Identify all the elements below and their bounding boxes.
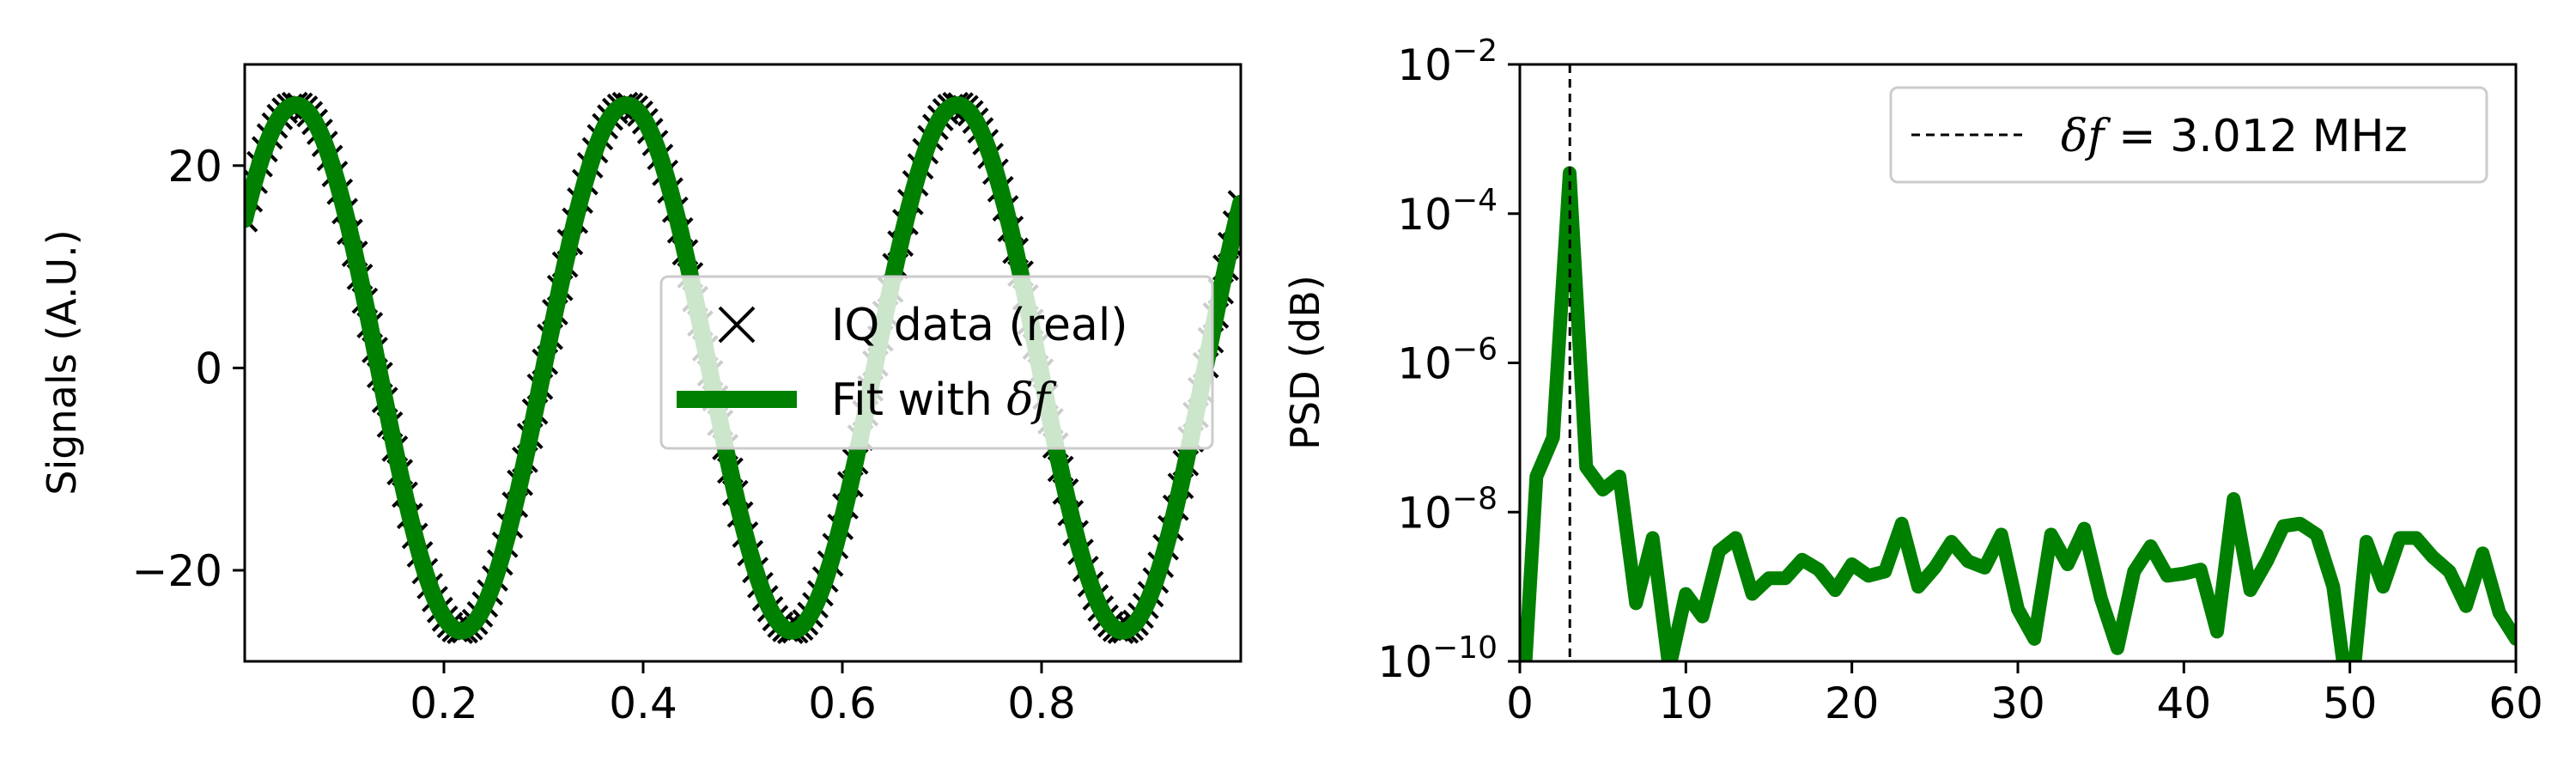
x-tick-label: 0.2 <box>410 679 478 728</box>
legend-label-delta-f: δf = 3.012 MHz <box>2061 111 2408 162</box>
y-tick-label: 10−4 <box>1397 183 1498 240</box>
y-tick-label: 20 <box>167 142 222 192</box>
x-tick-label: 0.6 <box>808 679 877 728</box>
y-tick-label: 10−2 <box>1397 33 1498 90</box>
chart-2-x-ticks: 0 10 20 30 40 50 60 <box>1506 661 2543 728</box>
y-tick-label: 0 <box>195 344 222 393</box>
x-tick-label: 60 <box>2488 679 2543 728</box>
chart-2-y-axis-label: PSD (dB) <box>1282 275 1328 450</box>
x-tick-label: 0.8 <box>1007 679 1076 728</box>
chart-2-legend: δf = 3.012 MHz <box>1889 86 2488 184</box>
chart-1-x-ticks: 0.2 0.4 0.6 0.8 <box>410 661 1076 728</box>
chart-1-y-axis-label: Signals (A.U.) <box>39 229 85 495</box>
chart-1: 0.2 0.4 0.6 0.8 −20 0 20 Signals (A.U.) IQ da… <box>39 63 1242 728</box>
y-tick-label: −20 <box>131 546 222 596</box>
x-tick-label: 50 <box>2323 679 2378 728</box>
psd-line <box>1520 166 2516 661</box>
chart-1-legend-box <box>659 275 1214 450</box>
x-tick-label: 20 <box>1825 679 1880 728</box>
fit-line <box>245 96 1241 640</box>
legend-marker-x-icon <box>718 306 756 344</box>
chart-1-frame <box>243 63 1242 663</box>
chart-2-plot-area <box>1520 166 2516 661</box>
chart-2: 0 10 20 30 40 50 60 10−10 10−8 10−6 10−4 10−2 PSD … <box>1282 33 2543 728</box>
y-tick-label: 10−10 <box>1377 630 1498 687</box>
x-tick-label: 0 <box>1506 679 1534 728</box>
x-tick-label: 40 <box>2157 679 2212 728</box>
chart-2-frame <box>1518 63 2518 663</box>
y-tick-label: 10−8 <box>1397 481 1498 538</box>
y-tick-label: 10−6 <box>1397 332 1498 389</box>
chart-1-legend: IQ data (real) Fit with δf <box>659 275 1214 450</box>
x-tick-label: 0.4 <box>609 679 677 728</box>
chart-1-y-ticks: −20 0 20 <box>131 142 245 596</box>
chart-2-legend-box <box>1889 86 2488 184</box>
x-tick-label: 10 <box>1659 679 1714 728</box>
chart-2-y-ticks: 10−10 10−8 10−6 10−4 10−2 <box>1377 33 1520 687</box>
legend-label-iq-data: IQ data (real) <box>831 300 1128 351</box>
legend-label-fit: Fit with δf <box>831 374 1057 426</box>
x-tick-label: 30 <box>1990 679 2045 728</box>
